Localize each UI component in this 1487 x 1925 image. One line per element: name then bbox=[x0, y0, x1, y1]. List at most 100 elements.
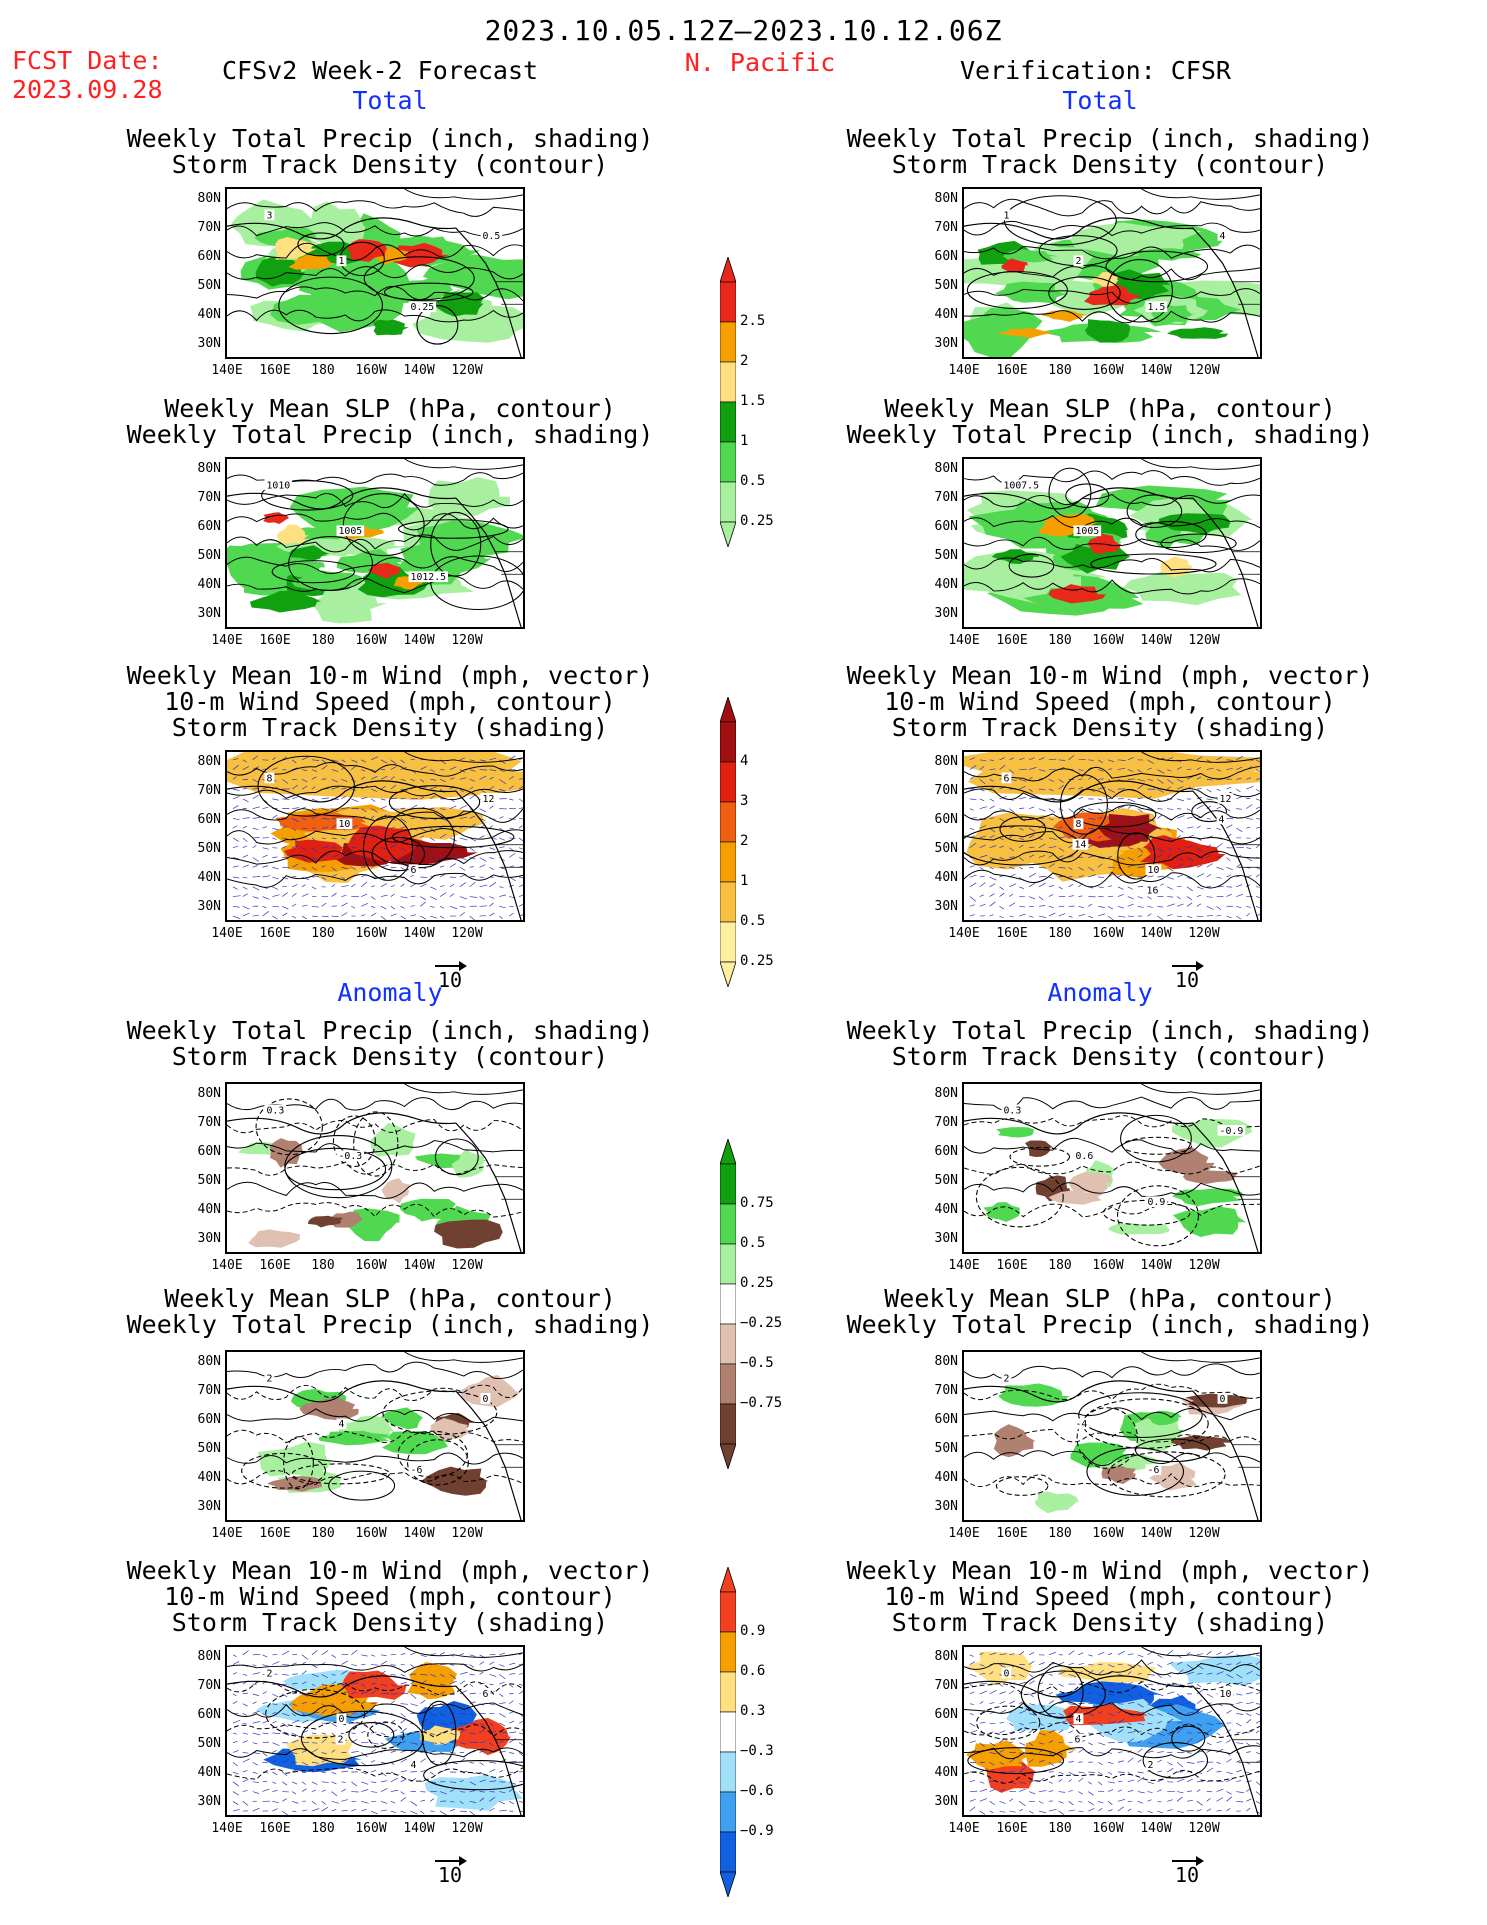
wind-reference-label: 10 bbox=[437, 968, 463, 992]
wind-vector bbox=[410, 883, 416, 888]
contour-label: 2 bbox=[1075, 256, 1081, 267]
wind-vector bbox=[518, 1752, 523, 1757]
colorbar-top-cap bbox=[719, 255, 737, 283]
wind-speed-contour bbox=[227, 1747, 523, 1760]
wind-vector bbox=[1058, 847, 1065, 852]
contour-label-bg bbox=[1217, 793, 1234, 804]
wind-vector bbox=[1176, 1693, 1183, 1698]
lon-tick-label: 120W bbox=[1188, 363, 1220, 378]
wind-vector bbox=[272, 1721, 277, 1724]
wind-vector bbox=[262, 875, 271, 878]
lon-tick-label: 180 bbox=[1048, 1526, 1072, 1541]
wind-vector bbox=[440, 1722, 448, 1725]
wind-vector bbox=[1058, 1692, 1065, 1695]
wind-vector bbox=[1117, 759, 1126, 761]
wind-vector bbox=[272, 1703, 278, 1706]
lon-tick-label: 140W bbox=[403, 1258, 435, 1273]
wind-vector bbox=[1088, 818, 1096, 820]
wind-vector bbox=[1127, 835, 1136, 839]
wind-vector bbox=[1226, 874, 1232, 878]
wind-vector bbox=[380, 847, 388, 850]
contour-label: 1012.5 bbox=[411, 572, 447, 583]
wind-vector bbox=[499, 837, 505, 841]
wind-vector bbox=[1107, 1683, 1115, 1686]
lon-tick-label: 160W bbox=[1092, 1526, 1124, 1541]
wind-vector bbox=[311, 905, 319, 908]
wind-vector bbox=[1098, 913, 1106, 917]
wind-vector bbox=[1206, 1650, 1212, 1656]
wind-vector bbox=[459, 788, 464, 793]
wind-vector bbox=[469, 815, 476, 819]
wind-vector bbox=[489, 1674, 497, 1677]
wind-vector bbox=[1029, 767, 1037, 770]
wind-vector bbox=[232, 764, 239, 770]
wind-speed-contour bbox=[964, 804, 1260, 821]
lon-tick-label: 160E bbox=[996, 633, 1028, 648]
wind-vector bbox=[469, 1713, 474, 1717]
wind-vector bbox=[479, 857, 487, 862]
wind-vector bbox=[1048, 1781, 1053, 1784]
wind-speed-contour bbox=[227, 785, 523, 801]
wind-vector bbox=[1196, 776, 1202, 780]
coastline bbox=[227, 487, 522, 627]
wind-vector bbox=[292, 807, 299, 809]
wind-vector bbox=[380, 759, 388, 764]
wind-vector bbox=[1167, 1718, 1174, 1724]
wind-vector bbox=[1206, 874, 1212, 878]
wind-vector bbox=[232, 1661, 240, 1665]
wind-vector bbox=[518, 876, 523, 879]
wind-vector bbox=[390, 1683, 398, 1688]
wind-vector bbox=[1196, 1771, 1203, 1774]
colorbar-level-label: 1 bbox=[740, 873, 749, 889]
wind-vector bbox=[499, 894, 507, 897]
wind-vector bbox=[1157, 1800, 1162, 1803]
wind-vector bbox=[420, 1758, 426, 1763]
wind-vector bbox=[1058, 759, 1066, 761]
wind-vector bbox=[272, 827, 279, 831]
lat-tick-label: 60N bbox=[934, 1144, 958, 1159]
wind-vector bbox=[361, 1781, 369, 1785]
wind-vector bbox=[519, 818, 523, 820]
wind-vector bbox=[301, 1654, 309, 1660]
wind-vector bbox=[232, 825, 238, 829]
wind-vector bbox=[370, 1760, 376, 1763]
wind-vector bbox=[1216, 1732, 1221, 1736]
lat-tick-label: 40N bbox=[197, 307, 221, 322]
contour-label: 0.9 bbox=[1148, 1197, 1166, 1208]
wind-vector bbox=[489, 882, 497, 888]
wind-vector bbox=[1038, 875, 1047, 878]
verification-map-panel: 6 8 10 12 14 16 4 bbox=[962, 750, 1262, 922]
wind-vector bbox=[1117, 767, 1126, 770]
wind-vector bbox=[999, 1801, 1006, 1804]
wind-vector bbox=[420, 766, 427, 770]
wind-vector bbox=[479, 1797, 485, 1802]
wind-vector bbox=[999, 915, 1004, 919]
wind-vector bbox=[380, 1670, 386, 1675]
wind-vector bbox=[1127, 1682, 1133, 1685]
wind-vector bbox=[341, 1781, 346, 1783]
wind-vector bbox=[242, 876, 248, 879]
wind-vector bbox=[1029, 1703, 1036, 1706]
wind-vector bbox=[1255, 1752, 1260, 1755]
contour-label: 6 bbox=[411, 865, 417, 876]
wind-vector bbox=[1186, 1752, 1192, 1754]
wind-vector bbox=[1147, 905, 1153, 908]
wind-vector bbox=[331, 915, 339, 918]
wind-vector bbox=[469, 881, 476, 888]
wind-vector bbox=[1097, 1808, 1103, 1812]
wind-vector bbox=[361, 847, 365, 850]
wind-vector bbox=[1226, 1710, 1232, 1714]
wind-vector bbox=[999, 1749, 1004, 1753]
wind-vector bbox=[232, 1809, 240, 1812]
wind-vector bbox=[232, 818, 240, 821]
wind-vector bbox=[1186, 845, 1193, 849]
wind-vector bbox=[1058, 1713, 1064, 1716]
contour-label: 4 bbox=[1220, 231, 1226, 242]
wind-vector bbox=[321, 1732, 326, 1735]
lat-tick-label: 70N bbox=[934, 1115, 958, 1130]
wind-vector bbox=[1246, 1682, 1252, 1685]
wind-vector bbox=[459, 1742, 466, 1745]
wind-vector bbox=[1107, 1653, 1113, 1656]
arctic-coastline bbox=[404, 459, 523, 470]
